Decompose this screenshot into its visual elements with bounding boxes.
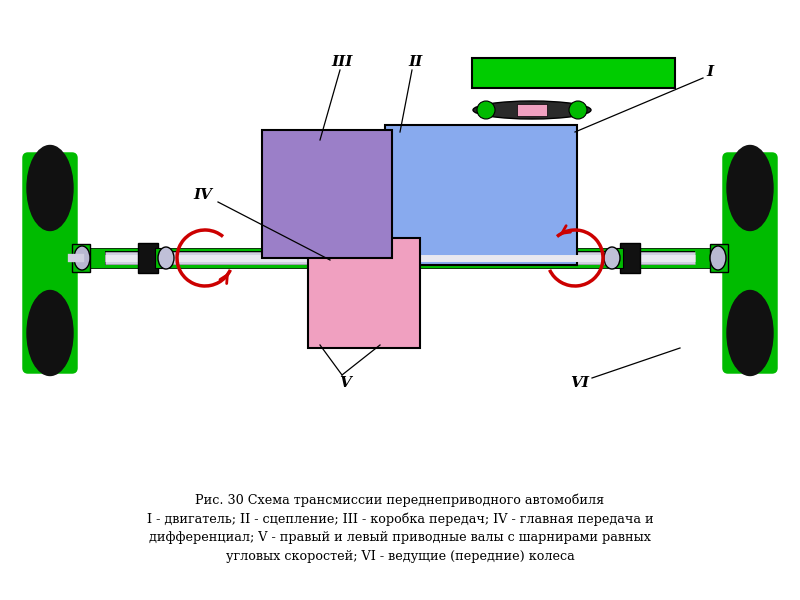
Text: VI: VI <box>570 376 590 390</box>
Text: II: II <box>408 55 422 69</box>
Ellipse shape <box>569 101 587 119</box>
Bar <box>613 248 623 268</box>
Ellipse shape <box>27 290 73 376</box>
Bar <box>620 243 640 273</box>
Bar <box>517 104 547 116</box>
Text: V: V <box>339 376 351 390</box>
Bar <box>155 248 165 268</box>
FancyBboxPatch shape <box>24 154 76 372</box>
Ellipse shape <box>158 247 174 269</box>
Text: IV: IV <box>194 188 213 202</box>
Bar <box>72 244 90 272</box>
Ellipse shape <box>27 145 73 230</box>
Bar <box>710 244 728 272</box>
Ellipse shape <box>727 290 773 376</box>
Text: I: I <box>706 65 714 79</box>
Text: III: III <box>331 55 353 69</box>
Bar <box>308 238 420 348</box>
Ellipse shape <box>710 246 726 270</box>
Text: Рис. 30 Схема трансмиссии переднеприводного автомобиля
I - двигатель; II - сцепл: Рис. 30 Схема трансмиссии переднеприводн… <box>146 493 654 563</box>
FancyBboxPatch shape <box>724 154 776 372</box>
Bar <box>472 58 675 88</box>
Ellipse shape <box>727 145 773 230</box>
Ellipse shape <box>74 246 90 270</box>
Ellipse shape <box>477 101 495 119</box>
Ellipse shape <box>604 247 620 269</box>
Bar <box>385 125 577 265</box>
Bar <box>262 130 392 258</box>
Ellipse shape <box>473 101 591 119</box>
Bar <box>138 243 158 273</box>
